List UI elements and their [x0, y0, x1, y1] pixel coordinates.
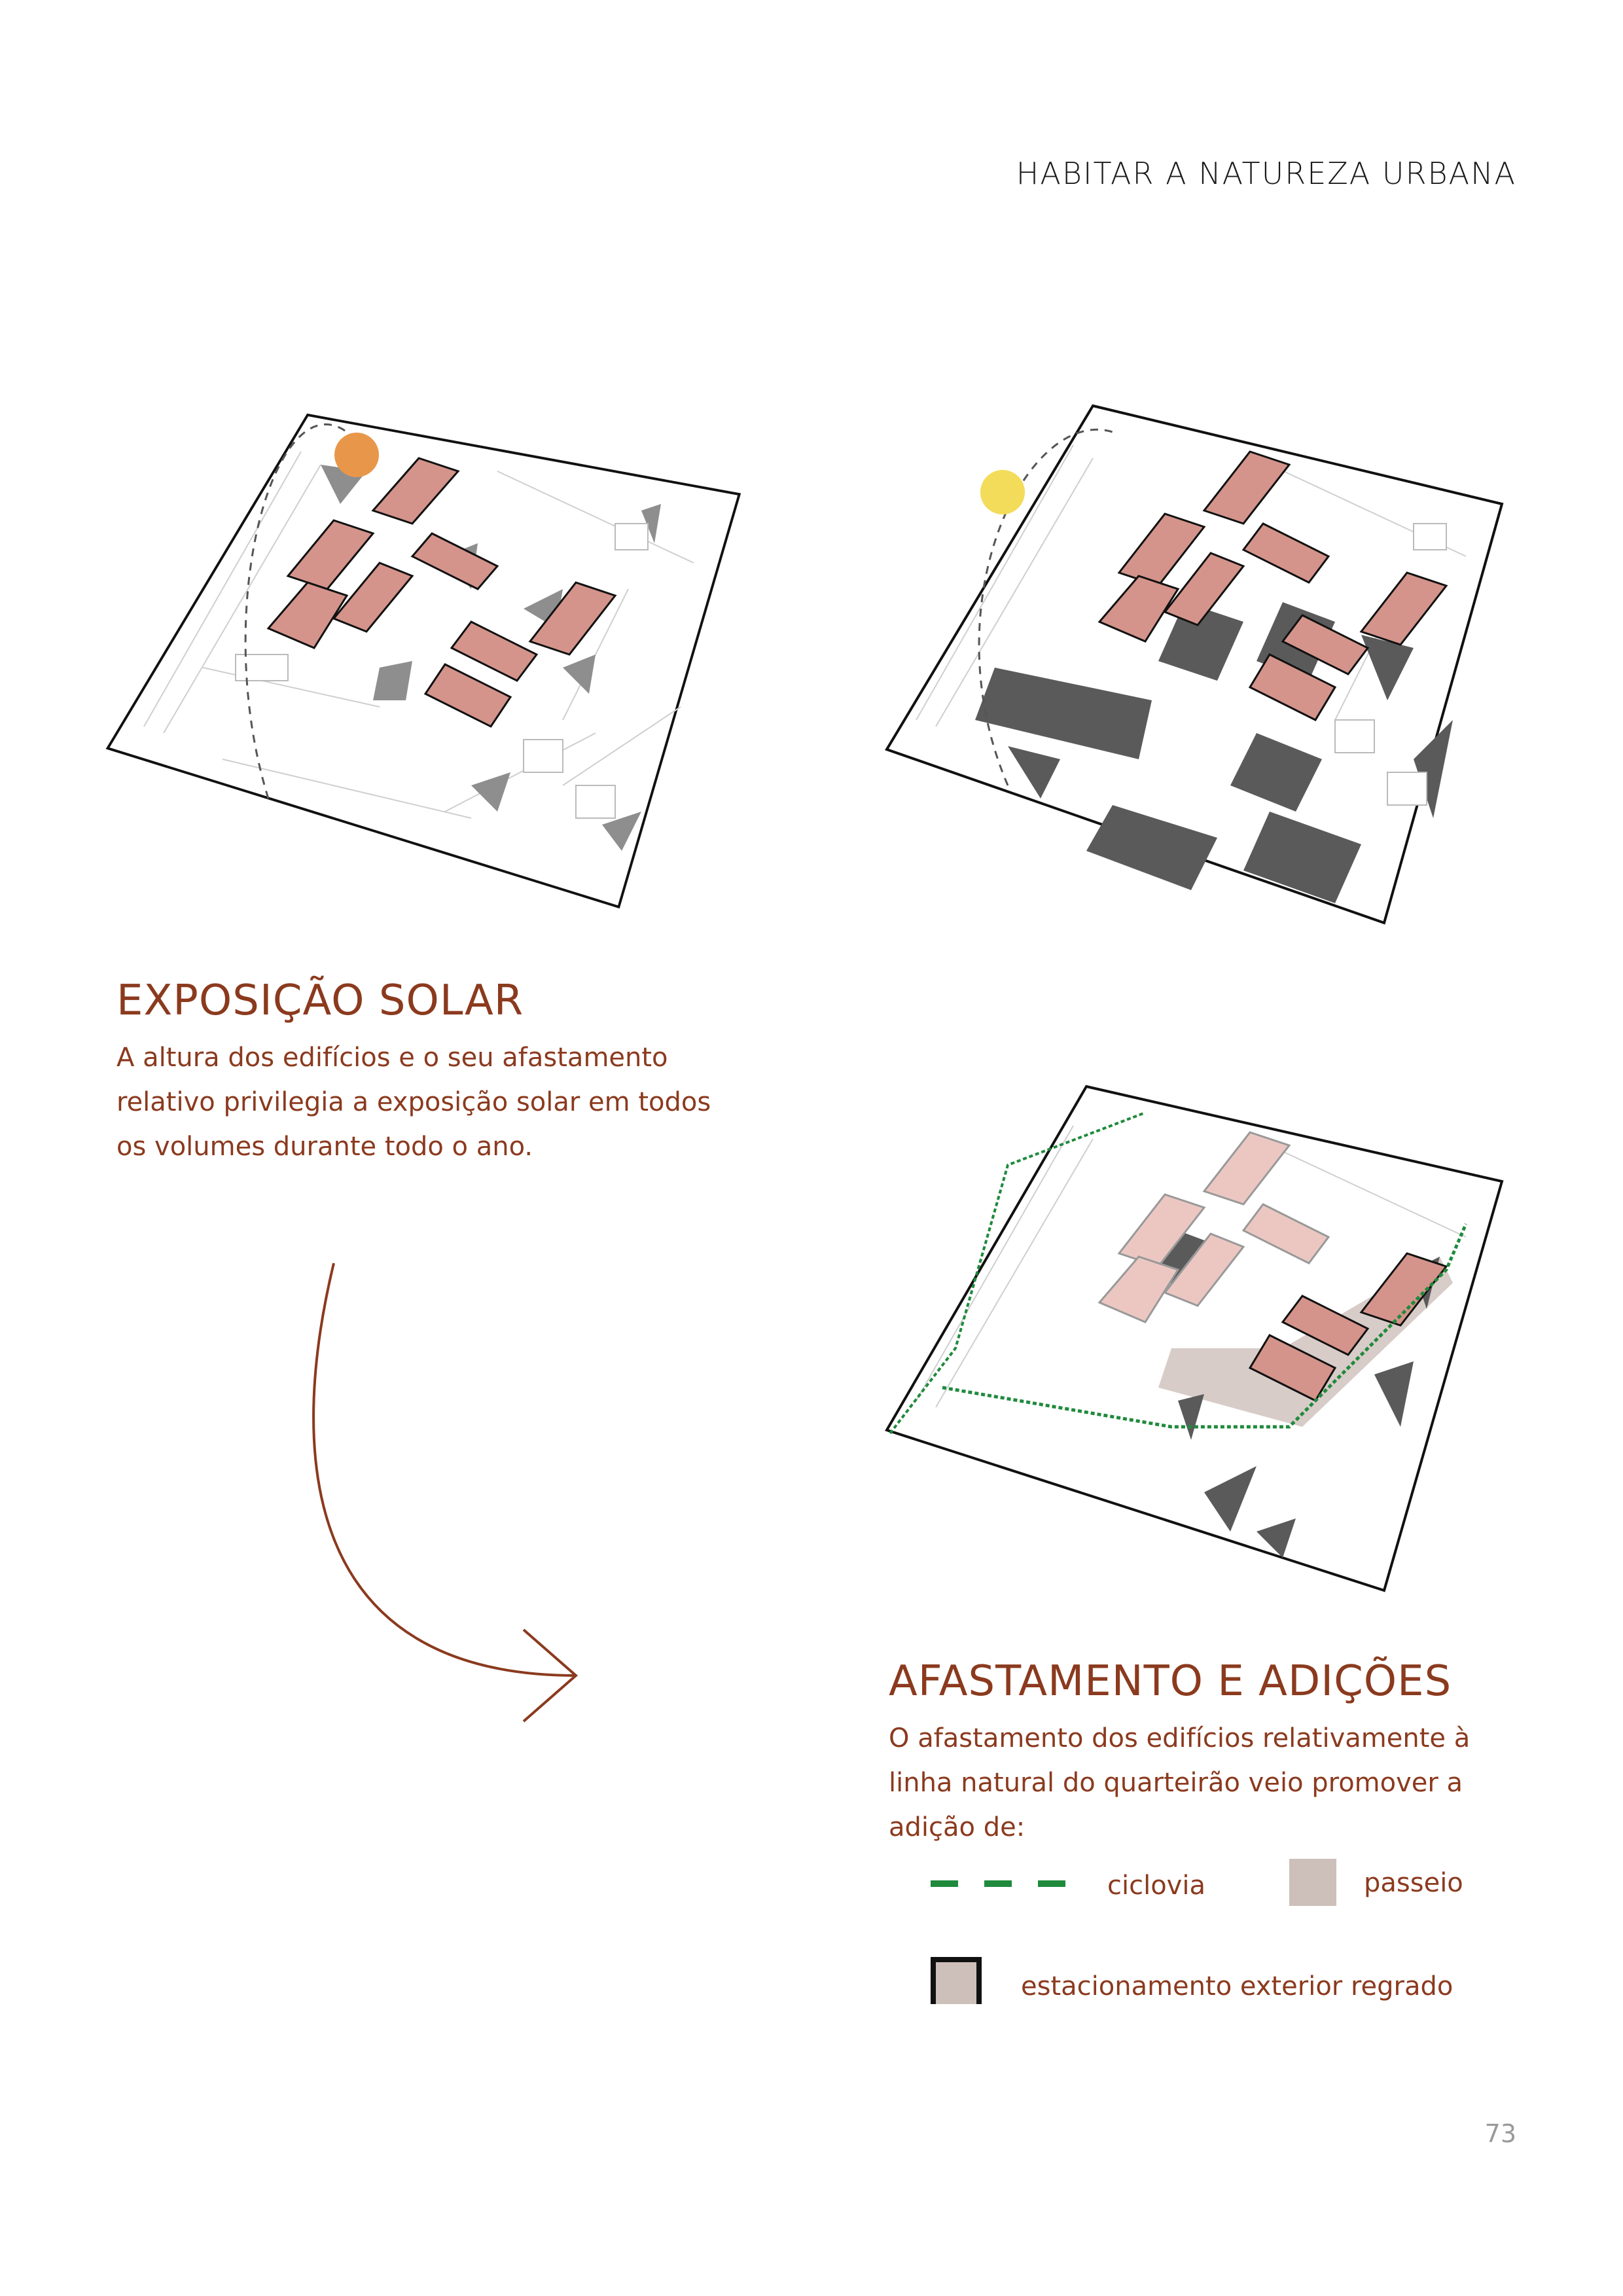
- flow-arrow: [312, 1263, 579, 1723]
- bike-lane-swatch: [931, 1880, 1075, 1887]
- text-line: A altura dos edifícios e o seu afastamen…: [116, 1043, 668, 1073]
- legend-label-sidewalk: passeio: [1364, 1868, 1463, 1898]
- parking-swatch: [931, 1957, 982, 2004]
- sun-path-arc: [978, 429, 1113, 786]
- building-blocks: [1097, 450, 1448, 721]
- sun-icon: [334, 433, 379, 477]
- text-line: os volumes durante todo o ano.: [116, 1132, 533, 1162]
- sun-icon: [980, 470, 1025, 514]
- context-houses: [235, 523, 649, 819]
- bike-lane-route: [942, 1223, 1468, 1429]
- bike-lane-route: [889, 1111, 1146, 1435]
- building-blocks: [266, 457, 617, 728]
- solar-diagram-summer: [105, 413, 741, 909]
- building-blocks-existing: [1097, 1131, 1330, 1323]
- text-line: O afastamento dos edifícios relativament…: [889, 1723, 1471, 1753]
- context-lines: [143, 451, 694, 819]
- section-heading-additions: AFASTAMENTO E ADIÇÕES: [889, 1657, 1452, 1706]
- text-line: linha natural do quarteirão veio promove…: [889, 1768, 1463, 1798]
- sun-path-arc: [244, 423, 348, 799]
- legend-label-bike-lane: ciclovia: [1107, 1871, 1205, 1901]
- sidewalk-swatch: [1289, 1859, 1336, 1906]
- section-body-solar: A altura dos edifícios e o seu afastamen…: [116, 1035, 711, 1169]
- page-number: 73: [1484, 2119, 1516, 2148]
- solar-diagram-winter: [885, 404, 1504, 925]
- text-line: relativo privilegia a exposição solar em…: [116, 1087, 711, 1117]
- section-heading-solar: EXPOSIÇÃO SOLAR: [116, 977, 524, 1025]
- text-line: adição de:: [889, 1812, 1026, 1842]
- additions-diagram: [885, 1085, 1504, 1592]
- site-plot-outline: [885, 1085, 1504, 1592]
- running-title: HABITAR A NATUREZA URBANA: [1016, 156, 1516, 191]
- building-blocks: [1248, 1252, 1448, 1402]
- legend-label-parking: estacionamento exterior regrado: [1021, 1971, 1454, 2001]
- context-lines: [916, 1125, 1467, 1408]
- site-plot-outline: [105, 413, 741, 909]
- section-body-additions: O afastamento dos edifícios relativament…: [889, 1716, 1470, 1850]
- context-houses: [1334, 523, 1447, 806]
